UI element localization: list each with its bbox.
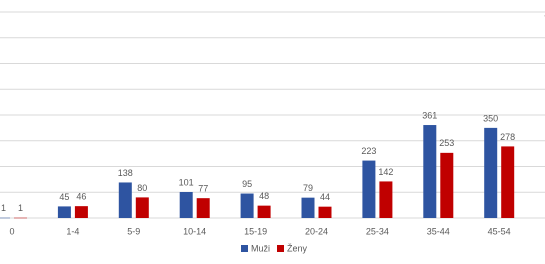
x-tick-label: 45-54 [488, 226, 511, 236]
data-label: 48 [259, 191, 269, 201]
data-label: 138 [118, 168, 133, 178]
data-label: 77 [198, 184, 208, 194]
bar [0, 217, 10, 219]
data-label: 46 [76, 192, 86, 202]
data-label: 44 [320, 192, 330, 202]
bar [196, 198, 210, 218]
data-label: 101 [179, 177, 194, 187]
bar [257, 205, 271, 218]
legend-swatch [241, 245, 248, 252]
data-label: 45 [59, 192, 69, 202]
data-label: 1 [1, 203, 6, 213]
legend-label: Ženy [287, 243, 308, 253]
bar [379, 181, 393, 218]
data-label: 80 [137, 183, 147, 193]
bar [484, 127, 498, 218]
bar [14, 217, 27, 219]
data-label: 142 [378, 167, 393, 177]
legend-swatch [277, 245, 284, 252]
data-label: 278 [500, 132, 515, 142]
bar [440, 152, 454, 218]
bar [135, 197, 149, 218]
data-label: 95 [242, 179, 252, 189]
data-label: 1 [18, 203, 23, 213]
x-tick-label: 0 [9, 226, 14, 236]
bar [74, 206, 88, 218]
bar [301, 197, 315, 218]
data-label: 223 [361, 146, 376, 156]
bar [318, 206, 332, 218]
bar [362, 160, 376, 218]
bar [240, 193, 254, 218]
bar [57, 206, 71, 218]
data-label: 350 [483, 113, 498, 123]
x-tick-label: 10-14 [183, 226, 206, 236]
data-label: 79 [303, 183, 313, 193]
bar [179, 191, 193, 218]
bar [501, 146, 515, 218]
data-label: 253 [439, 138, 454, 148]
data-label: 361 [422, 110, 437, 120]
legend-label: Muži [251, 243, 270, 253]
x-tick-label: 35-44 [427, 226, 450, 236]
x-tick-label: 20-24 [305, 226, 328, 236]
x-tick-label: 25-34 [366, 226, 389, 236]
x-tick-label: 5-9 [127, 226, 140, 236]
x-tick-label: 15-19 [244, 226, 267, 236]
bar [118, 182, 132, 218]
bar [423, 125, 437, 218]
x-tick-label: 1-4 [66, 226, 79, 236]
